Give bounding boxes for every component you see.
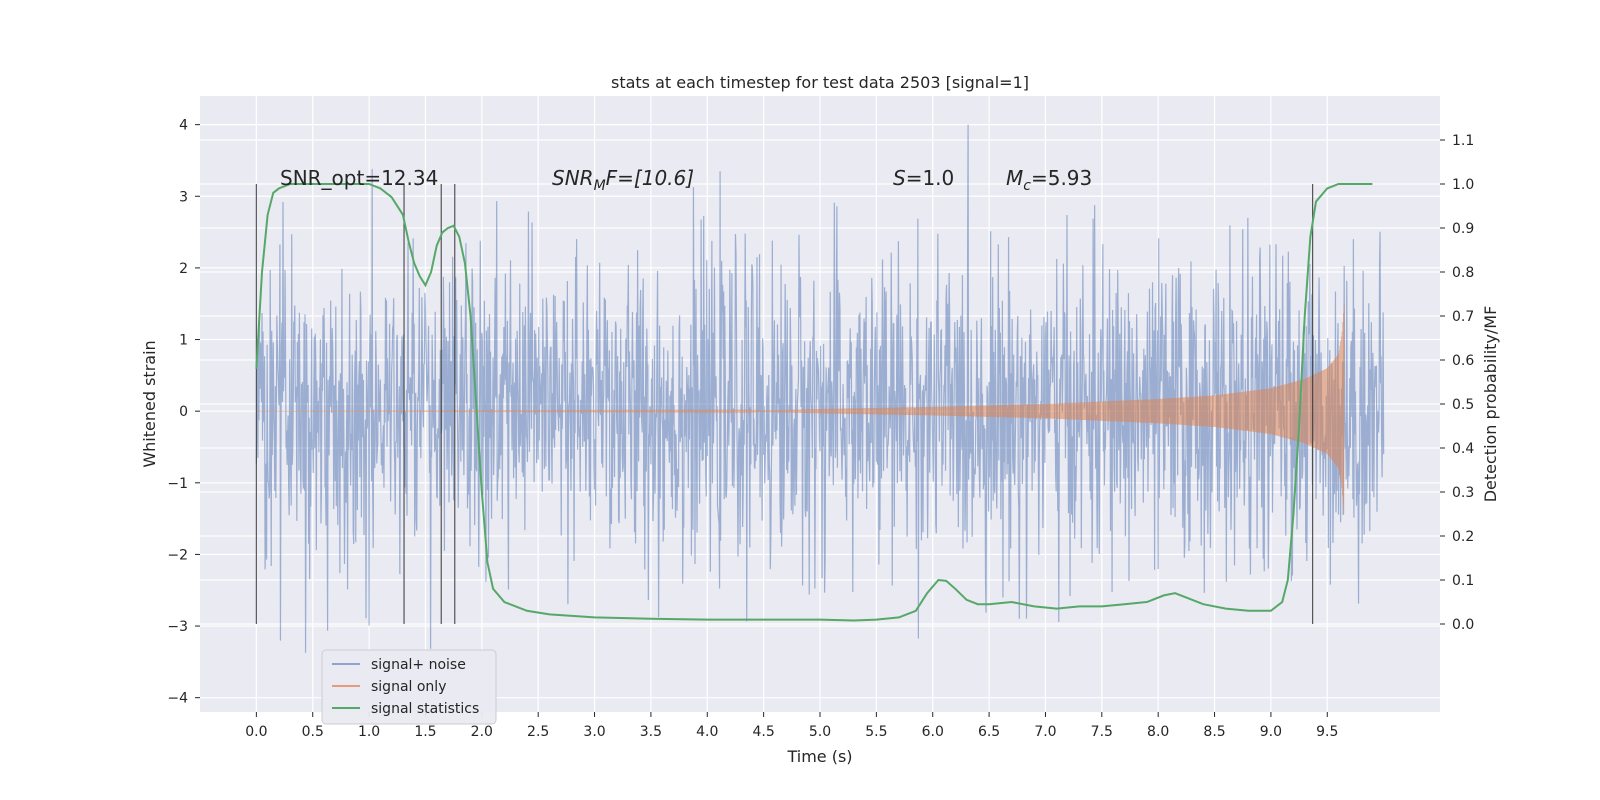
annotation-snr-opt: SNR_opt=12.34 <box>280 166 438 190</box>
annotation-snr-mf: SNRMF=[10.6] <box>552 166 694 194</box>
series-signal-only <box>256 303 1345 515</box>
x-tick-label: 3.0 <box>583 724 605 740</box>
annotations: SNR_opt=12.34 SNRMF=[10.6] S=1.0 Mc=5.93 <box>280 166 1092 194</box>
y-right-tick-label: 0.0 <box>1452 617 1474 633</box>
x-tick-label: 7.0 <box>1034 724 1056 740</box>
y-left-tick-label: 1 <box>179 333 188 349</box>
x-axis-label: Time (s) <box>786 747 852 766</box>
y-left-tick-label: 2 <box>179 261 188 277</box>
x-tick-label: 6.5 <box>978 724 1000 740</box>
legend-box <box>321 649 497 725</box>
y-left-axis-label: Whitened strain <box>140 340 159 467</box>
x-tick-label: 6.0 <box>922 724 944 740</box>
annotation-s: S=1.0 <box>893 166 954 190</box>
x-axis-ticks: 0.0 0.5 1.0 1.5 2.0 2.5 3.0 3.5 4.0 4.5 5.0 5.5 6.0 6… <box>245 712 1338 740</box>
y-left-tick-label: −4 <box>167 691 188 707</box>
y-right-tick-label: 0.5 <box>1452 397 1474 413</box>
y-left-tick-label: −3 <box>167 619 188 635</box>
y-left-tick-label: 0 <box>179 404 188 420</box>
legend-label-signal-noise: signal+ noise <box>371 657 466 673</box>
y-right-tick-label: 0.8 <box>1452 265 1474 281</box>
y-left-tick-label: −1 <box>167 476 188 492</box>
y-right-axis-label: Detection probability/MF <box>1481 306 1500 503</box>
vertical-markers <box>255 184 1314 624</box>
x-tick-label: 8.0 <box>1147 724 1169 740</box>
y-right-tick-label: 0.6 <box>1452 353 1474 369</box>
y-right-tick-label: 1.1 <box>1452 133 1474 149</box>
y-right-tick-label: 0.1 <box>1452 573 1474 589</box>
chart-title: stats at each timestep for test data 250… <box>611 73 1029 92</box>
y-left-tick-label: −2 <box>167 547 188 563</box>
series-signal-statistics <box>255 183 1373 622</box>
x-tick-label: 4.5 <box>753 724 775 740</box>
x-tick-label: 9.5 <box>1316 724 1338 740</box>
x-tick-label: 2.5 <box>527 724 549 740</box>
x-tick-label: 0.5 <box>302 724 324 740</box>
x-tick-label: 1.5 <box>414 724 436 740</box>
x-tick-label: 3.5 <box>640 724 662 740</box>
x-tick-label: 4.0 <box>696 724 718 740</box>
signal-only-line <box>256 303 1345 515</box>
y-right-tick-label: 0.3 <box>1452 485 1474 501</box>
y-right-tick-label: 0.2 <box>1452 529 1474 545</box>
x-tick-label: 2.0 <box>471 724 493 740</box>
x-tick-label: 1.0 <box>358 724 380 740</box>
y-right-tick-label: 1.0 <box>1452 177 1474 193</box>
legend-label-signal-only: signal only <box>371 679 446 695</box>
x-tick-label: 5.5 <box>865 724 887 740</box>
y-left-tick-label: 3 <box>179 189 188 205</box>
y-right-tick-label: 0.7 <box>1452 309 1474 325</box>
y-left-tick-label: 4 <box>179 118 188 134</box>
x-tick-label: 9.0 <box>1260 724 1282 740</box>
signal-statistics-line <box>255 183 1373 622</box>
y-right-tick-label: 0.4 <box>1452 441 1474 457</box>
legend-label-signal-statistics: signal statistics <box>371 701 479 717</box>
annotation-mc: Mc=5.93 <box>1006 166 1092 194</box>
x-tick-label: 8.5 <box>1203 724 1225 740</box>
legend: signal+ noise signal only signal statist… <box>321 649 497 725</box>
x-tick-label: 7.5 <box>1091 724 1113 740</box>
x-tick-label: 0.0 <box>245 724 267 740</box>
y-left-axis-ticks: −4 −3 −2 −1 0 1 2 3 4 <box>167 118 200 707</box>
y-right-axis-ticks: 0.0 0.1 0.2 0.3 0.4 0.5 0.6 0.7 0.8 0.9 1.0 1.1 <box>1440 133 1474 633</box>
x-tick-label: 5.0 <box>809 724 831 740</box>
y-right-tick-label: 0.9 <box>1452 221 1474 237</box>
